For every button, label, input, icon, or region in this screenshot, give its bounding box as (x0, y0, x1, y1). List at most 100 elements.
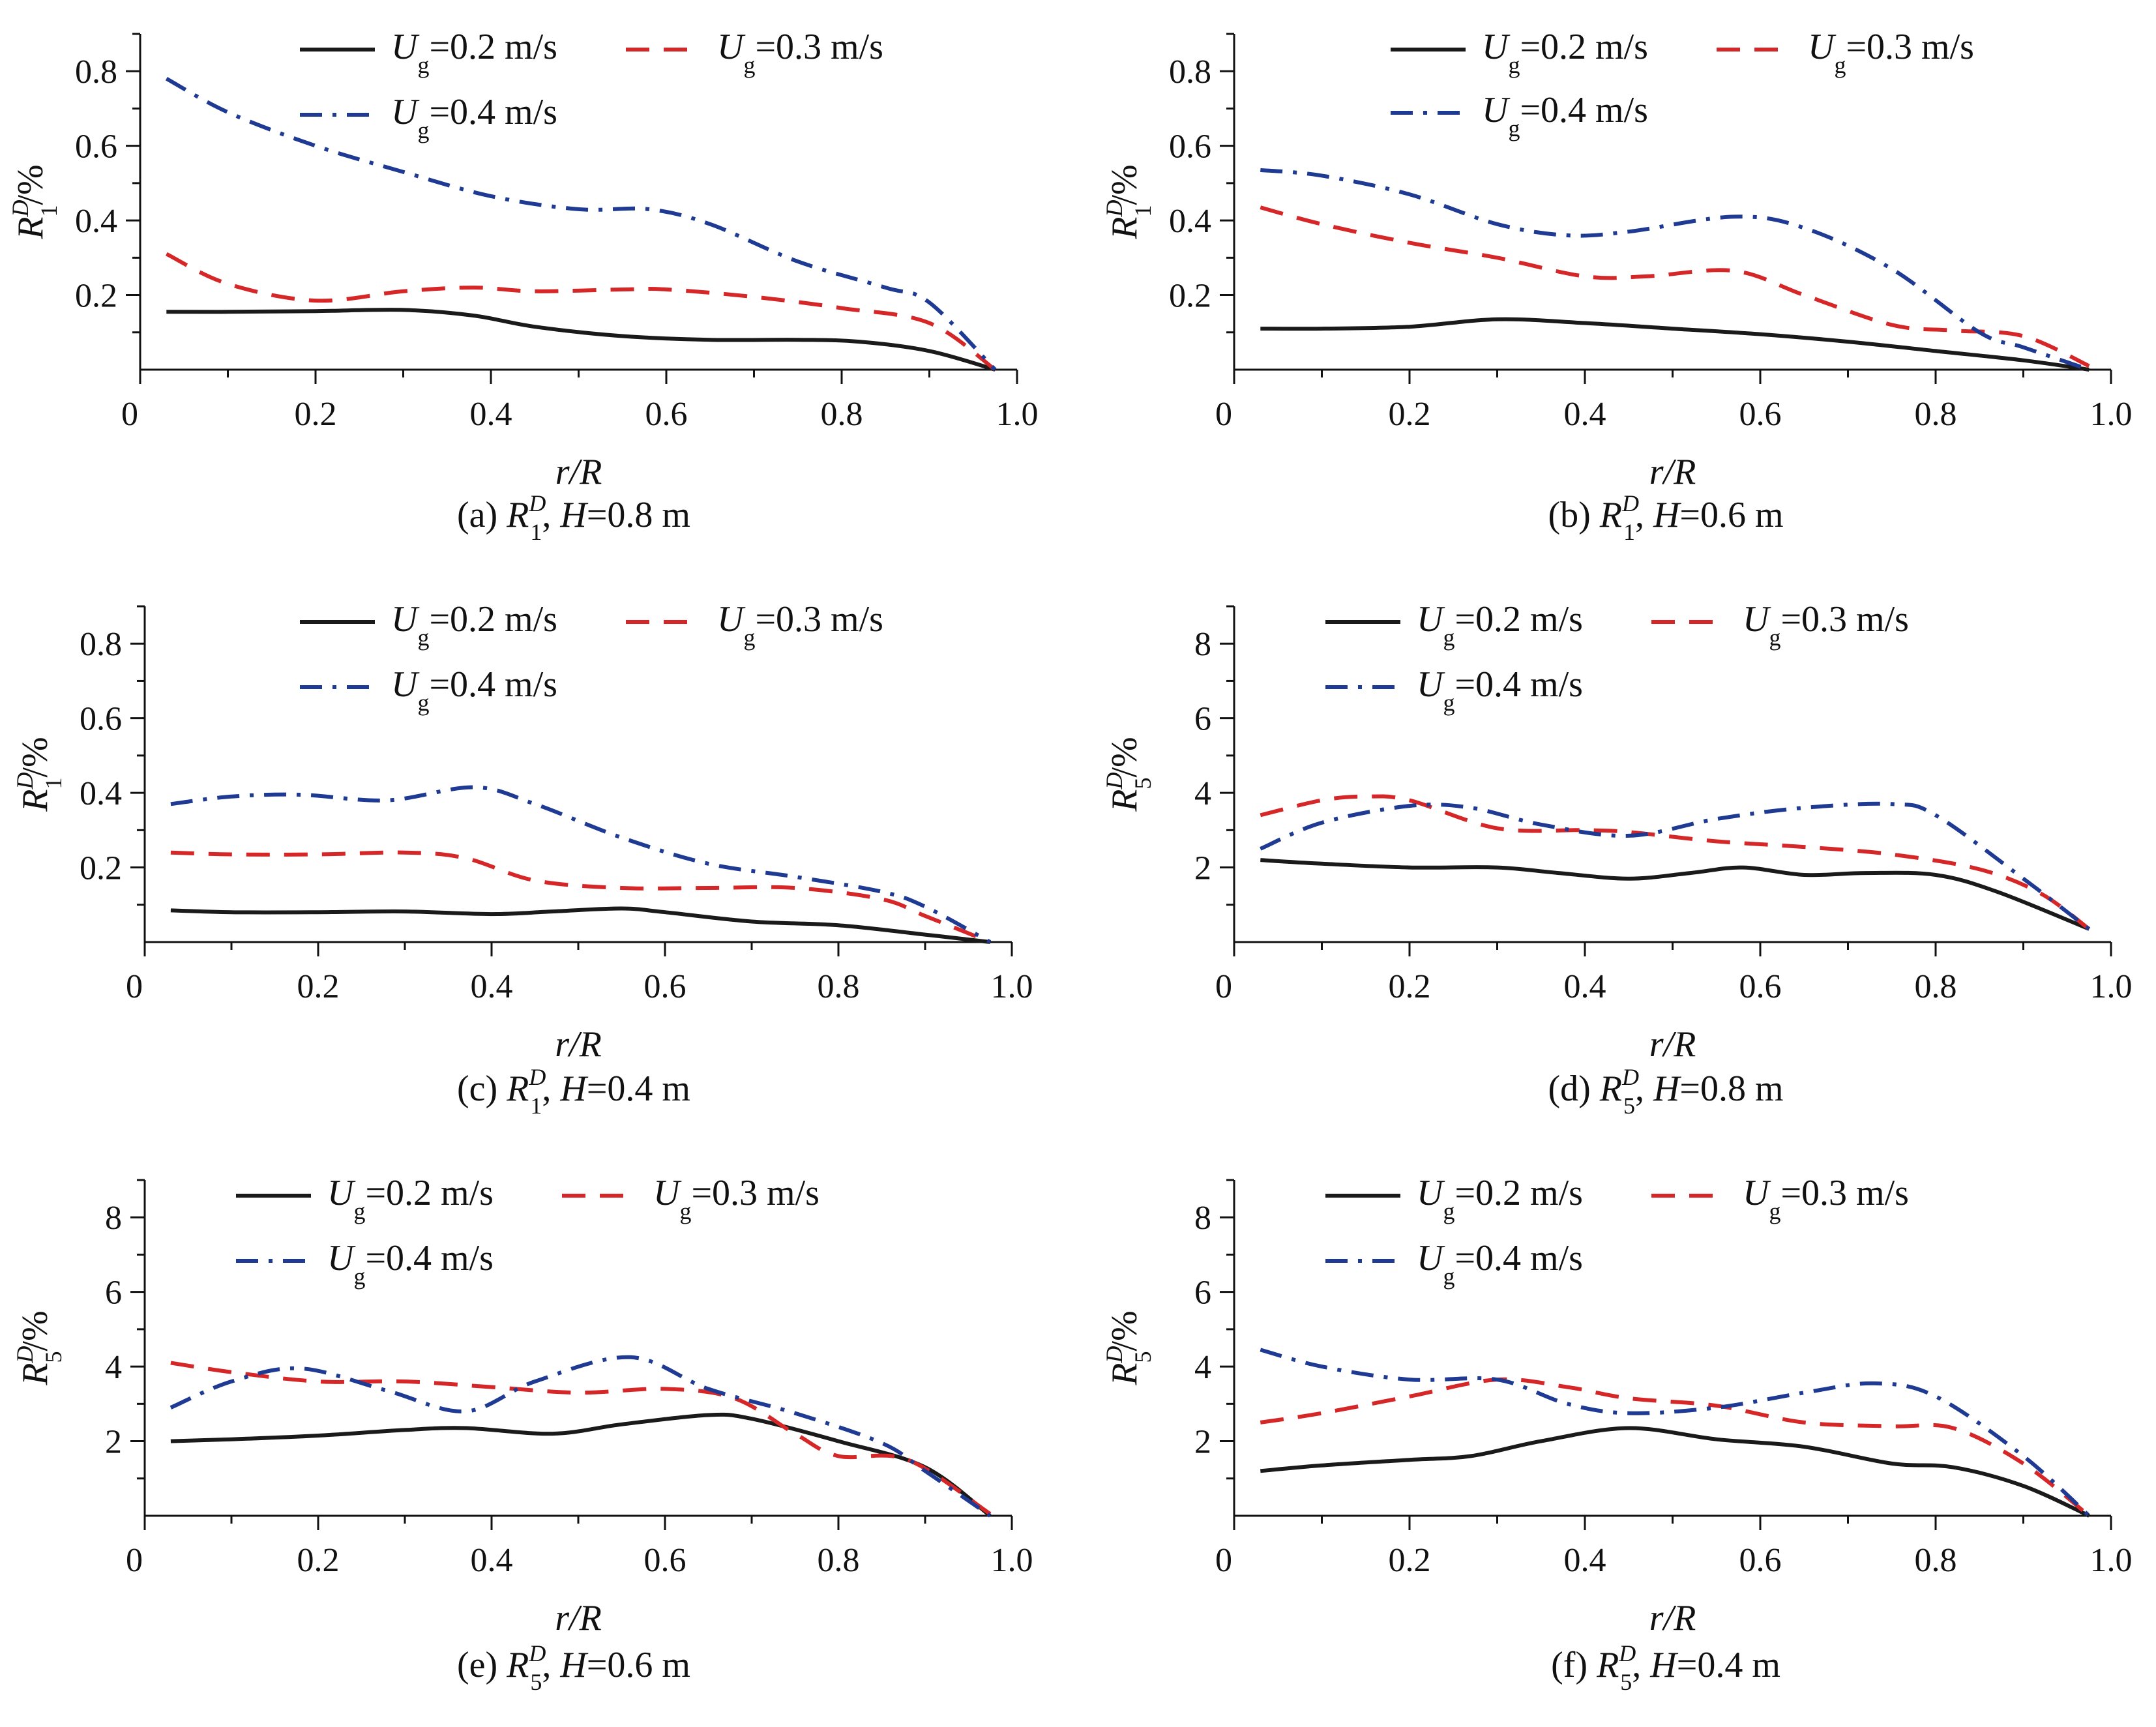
legend-entry-2: Ug=0.3 m/s (626, 27, 883, 78)
legend-subscript: g (1443, 1198, 1455, 1224)
x-tick-label: 0 (126, 1542, 143, 1579)
y-axis-superscript: D (1101, 1346, 1127, 1364)
legend-symbol: U (1743, 1173, 1771, 1213)
y-axis-superscript: D (1101, 200, 1127, 218)
caption-superscript: D (1621, 1064, 1639, 1090)
x-tick-label: 0.8 (1915, 968, 1957, 1005)
series-line-1 (1260, 317, 2090, 372)
legend-entry-1: Ug=0.2 m/s (300, 27, 557, 78)
x-tick-label: 0.8 (818, 1542, 860, 1579)
x-tick-label: 0.2 (297, 968, 340, 1005)
y-tick-label: 2 (1194, 1424, 1211, 1461)
series-line-1 (1260, 1426, 2090, 1518)
x-tick-label: 0.6 (1739, 1542, 1782, 1579)
y-tick-label: 0.6 (80, 701, 122, 738)
y-tick-label: 0.8 (1169, 53, 1211, 91)
y-axis-symbol: R (1104, 217, 1145, 240)
x-tick-label: 1.0 (996, 396, 1039, 433)
legend-label: Ug=0.4 m/s (391, 664, 557, 716)
x-tick-label: 0.4 (1564, 396, 1606, 433)
y-axis-symbol: R (1104, 790, 1145, 812)
y-tick-label: 0.6 (1169, 128, 1211, 166)
x-tick-label: 0.2 (297, 1542, 340, 1579)
x-tick-label: 0.4 (1564, 1542, 1606, 1579)
legend-subscript: g (1769, 1198, 1780, 1224)
legend-symbol: U (1417, 664, 1445, 705)
y-axis-symbol: R (1104, 1363, 1145, 1386)
y-axis-title: RD 1/% (1101, 164, 1156, 239)
series-line-2 (1260, 205, 2090, 368)
caption-tag: (f) (1551, 1645, 1597, 1685)
legend-label: Ug=0.2 m/s (391, 599, 557, 651)
legend-value: =0.2 m/s (429, 599, 557, 640)
legend-label: Ug=0.3 m/s (1808, 27, 1974, 78)
legend-subscript: g (1769, 625, 1780, 651)
caption-tag: (a) (457, 495, 507, 535)
y-axis-superscript: D (12, 773, 38, 790)
y-axis-title: RD 1/% (12, 737, 66, 812)
legend-subscript: g (417, 625, 429, 651)
x-tick-label: 0.4 (471, 968, 513, 1005)
y-tick-label: 2 (105, 1424, 122, 1461)
caption-symbol: R (1599, 495, 1622, 535)
x-tick-label: 0 (1215, 1542, 1232, 1579)
y-tick-label: 6 (1194, 701, 1211, 738)
x-tick-label: 0.8 (1915, 396, 1957, 433)
caption-superscript: D (1621, 490, 1639, 516)
caption-comma: , (1635, 495, 1653, 535)
caption-height-value: =0.6 m (1679, 495, 1783, 535)
x-tick-label: 1.0 (991, 1542, 1033, 1579)
x-axis-title: r/R (1649, 452, 1696, 492)
panel-caption: (a) RD 1, H=0.8 m (457, 490, 690, 545)
legend-symbol: U (1417, 599, 1445, 640)
caption-tag: (e) (457, 1645, 507, 1685)
panel-caption: (f) RD 5, H=0.4 m (1551, 1640, 1780, 1695)
x-tick-label: 1.0 (2090, 396, 2133, 433)
caption-height-symbol: H (1653, 495, 1681, 535)
caption-subscript: 5 (530, 1669, 542, 1695)
y-tick-label: 0.2 (1169, 278, 1211, 315)
caption-height-symbol: H (559, 1645, 588, 1685)
legend-symbol: U (717, 27, 746, 67)
x-axis-title: r/R (555, 1024, 602, 1065)
legend-value: =0.3 m/s (691, 1173, 820, 1213)
x-tick-label: 0.6 (644, 1542, 687, 1579)
y-axis-subscript: 1 (40, 778, 66, 790)
legend-entry-3: Ug=0.4 m/s (300, 664, 557, 716)
legend-value: =0.2 m/s (1455, 599, 1583, 640)
caption-symbol: R (1599, 1069, 1622, 1109)
caption-comma: , (542, 495, 560, 535)
y-axis-superscript: D (12, 1346, 38, 1364)
legend-subscript: g (1443, 690, 1455, 716)
x-tick-label: 0 (121, 396, 138, 433)
x-axis-title: r/R (1649, 1598, 1696, 1638)
x-axis-title: r/R (1649, 1024, 1696, 1065)
legend-subscript: g (417, 52, 429, 78)
chart-panel-c: 0 0.2 0.4 0.6 0.8 1.00.20.40.60.8r/RRD 1/%Ug=0… (12, 599, 1033, 1119)
legend-value: =0.2 m/s (429, 27, 557, 67)
legend-value: =0.4 m/s (365, 1238, 494, 1278)
caption-height-value: =0.8 m (1679, 1069, 1783, 1109)
caption-symbol: R (506, 1069, 529, 1109)
legend-symbol: U (391, 92, 420, 132)
y-tick-label: 0.2 (75, 278, 117, 315)
x-tick-label: 0.2 (1389, 396, 1431, 433)
series-line-2 (1260, 794, 2091, 931)
legend-entry-2: Ug=0.3 m/s (1717, 27, 1974, 78)
y-tick-label: 4 (1194, 1349, 1211, 1386)
legend-label: Ug=0.2 m/s (1417, 599, 1583, 651)
caption-subscript: 1 (530, 1093, 542, 1119)
series-line-2 (165, 252, 997, 372)
y-tick-label: 0.4 (1169, 203, 1211, 240)
legend-label: Ug=0.2 m/s (1482, 27, 1648, 78)
y-tick-label: 0.2 (80, 850, 122, 887)
y-tick-label: 0.6 (75, 128, 117, 166)
legend-subscript: g (353, 1263, 365, 1290)
y-axis-unit: /% (1104, 1310, 1145, 1351)
legend-value: =0.4 m/s (1455, 664, 1583, 705)
legend-subscript: g (1443, 1263, 1455, 1290)
legend-value: =0.4 m/s (429, 664, 557, 705)
caption-comma: , (542, 1645, 560, 1685)
